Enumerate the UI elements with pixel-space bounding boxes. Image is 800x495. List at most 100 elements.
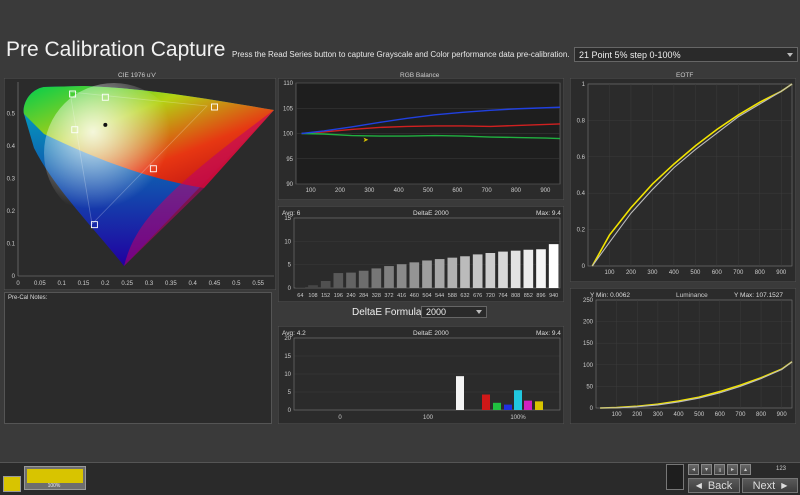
luminance-ymin: Y Min: 0.0062 <box>590 292 630 299</box>
gray-bar <box>384 266 394 288</box>
cie-y-tick: 0.1 <box>7 242 16 248</box>
lum-x-tick: 400 <box>674 412 685 418</box>
lum-y-tick: 150 <box>583 341 594 347</box>
gray-bar <box>536 249 546 288</box>
gray-x-tick: 372 <box>384 293 393 299</box>
gray-bar <box>448 258 458 288</box>
deltae-gray-max: Max: 9.4 <box>536 210 561 217</box>
lum-y-tick: 100 <box>583 363 594 369</box>
eotf-y-tick: 0.8 <box>577 118 586 124</box>
lum-x-tick: 800 <box>756 412 767 418</box>
gray-bar <box>321 281 331 288</box>
eotf-x-tick: 600 <box>712 270 723 276</box>
gray-x-tick: 240 <box>346 293 355 299</box>
eotf-x-tick: 800 <box>755 270 766 276</box>
luminance-chart: Y Min: 0.0062 Luminance Y Max: 107.1527 … <box>570 288 796 424</box>
gray-bar <box>460 256 470 288</box>
cie-point-white-point <box>103 123 107 127</box>
thumbnail-button[interactable] <box>666 464 684 490</box>
eotf-x-tick: 900 <box>776 270 787 276</box>
pause-icon[interactable]: ॥ <box>714 464 725 475</box>
next-icon[interactable]: ▸ <box>727 464 738 475</box>
chevron-down-icon <box>476 310 482 314</box>
gray-x-tick: 632 <box>460 293 469 299</box>
last-icon[interactable]: ▴ <box>740 464 751 475</box>
back-button[interactable]: ◀ Back <box>688 478 740 493</box>
gray-x-tick: 504 <box>422 293 431 299</box>
series-select[interactable]: 21 Point 5% step 0-100% <box>574 47 798 62</box>
gray-bar <box>334 273 344 288</box>
instructions-text: Press the Read Series button to capture … <box>232 50 570 59</box>
gray-x-tick: 676 <box>473 293 482 299</box>
lum-y-tick: 200 <box>583 320 594 326</box>
first-icon[interactable]: ◂ <box>688 464 699 475</box>
gray-x-tick: 896 <box>536 293 545 299</box>
gray-x-tick: 64 <box>297 293 303 299</box>
rgb-y-tick: 100 <box>283 132 294 138</box>
cie-x-tick: 0.1 <box>57 281 66 287</box>
gray-bar <box>410 262 420 288</box>
rgb-x-tick: 300 <box>364 188 375 194</box>
rgb-y-tick: 90 <box>286 182 293 188</box>
cie-x-tick: 0.45 <box>209 281 221 287</box>
color-bar-red <box>482 395 490 410</box>
cie-y-tick: 0.4 <box>7 144 16 150</box>
color-bar-green <box>493 403 501 410</box>
gray-x-tick: 808 <box>511 293 520 299</box>
eotf-y-tick: 0.4 <box>577 191 586 197</box>
prev-icon[interactable]: ▾ <box>701 464 712 475</box>
rgb-y-tick: 95 <box>286 157 293 163</box>
lum-x-tick: 700 <box>735 412 746 418</box>
next-icon: ▶ <box>781 481 787 490</box>
gray-bar <box>397 264 407 288</box>
cie-x-tick: 0.05 <box>34 281 46 287</box>
gray-bar <box>422 260 432 288</box>
eotf-y-tick: 0.6 <box>577 155 586 161</box>
cursor-icon: ➤ <box>363 137 369 144</box>
rgb-x-tick: 800 <box>511 188 522 194</box>
luminance-title: Luminance <box>676 292 708 299</box>
rgb-x-tick: 200 <box>335 188 346 194</box>
eotf-y-tick: 0.2 <box>577 228 586 234</box>
series-select-value: 21 Point 5% step 0-100% <box>579 50 681 60</box>
lum-y-tick: 250 <box>583 298 594 304</box>
next-button[interactable]: Next ▶ <box>742 478 798 493</box>
gray-bar <box>498 252 508 288</box>
color-bar-yellow <box>535 401 543 410</box>
rgb-y-tick: 110 <box>283 81 293 87</box>
rgb-y-tick: 105 <box>283 106 294 112</box>
luminance-ymax: Y Max: 107.1527 <box>734 292 783 299</box>
gray-bar <box>486 253 496 288</box>
gray-bar <box>511 251 521 288</box>
formula-select[interactable]: 2000 <box>421 306 487 318</box>
gray-bar <box>549 244 559 288</box>
gray-x-tick: 852 <box>524 293 533 299</box>
lum-x-tick: 300 <box>653 412 664 418</box>
cie-x-tick: 0.15 <box>78 281 90 287</box>
mini-controls: ◂ ▾ ॥ ▸ ▴ <box>688 464 751 475</box>
cie-x-tick: 0.3 <box>145 281 154 287</box>
notes-panel[interactable]: Pre-Cal Notes: <box>4 292 272 424</box>
eotf-x-tick: 300 <box>647 270 658 276</box>
formula-select-value: 2000 <box>426 307 446 317</box>
cie-x-tick: 0.35 <box>165 281 177 287</box>
formula-label: DeltaE Formula <box>352 307 421 318</box>
lum-x-tick: 100 <box>612 412 623 418</box>
gray-x-tick: 152 <box>321 293 330 299</box>
rgb-x-tick: 700 <box>482 188 493 194</box>
gray-x-tick: 588 <box>448 293 457 299</box>
cie-y-tick: 0.5 <box>7 112 16 118</box>
patch-swatch-frame[interactable]: 100% <box>24 466 86 490</box>
cie-y-tick: 0.3 <box>7 177 16 183</box>
cie-x-tick: 0.25 <box>121 281 133 287</box>
cie-x-tick: 0.55 <box>252 281 264 287</box>
deltae-gray-title: DeltaE 2000 <box>413 210 449 217</box>
color-x-tick: 100% <box>510 415 526 421</box>
gray-bar <box>359 271 369 288</box>
gray-bar <box>372 268 382 288</box>
gray-y-tick: 15 <box>284 216 291 222</box>
